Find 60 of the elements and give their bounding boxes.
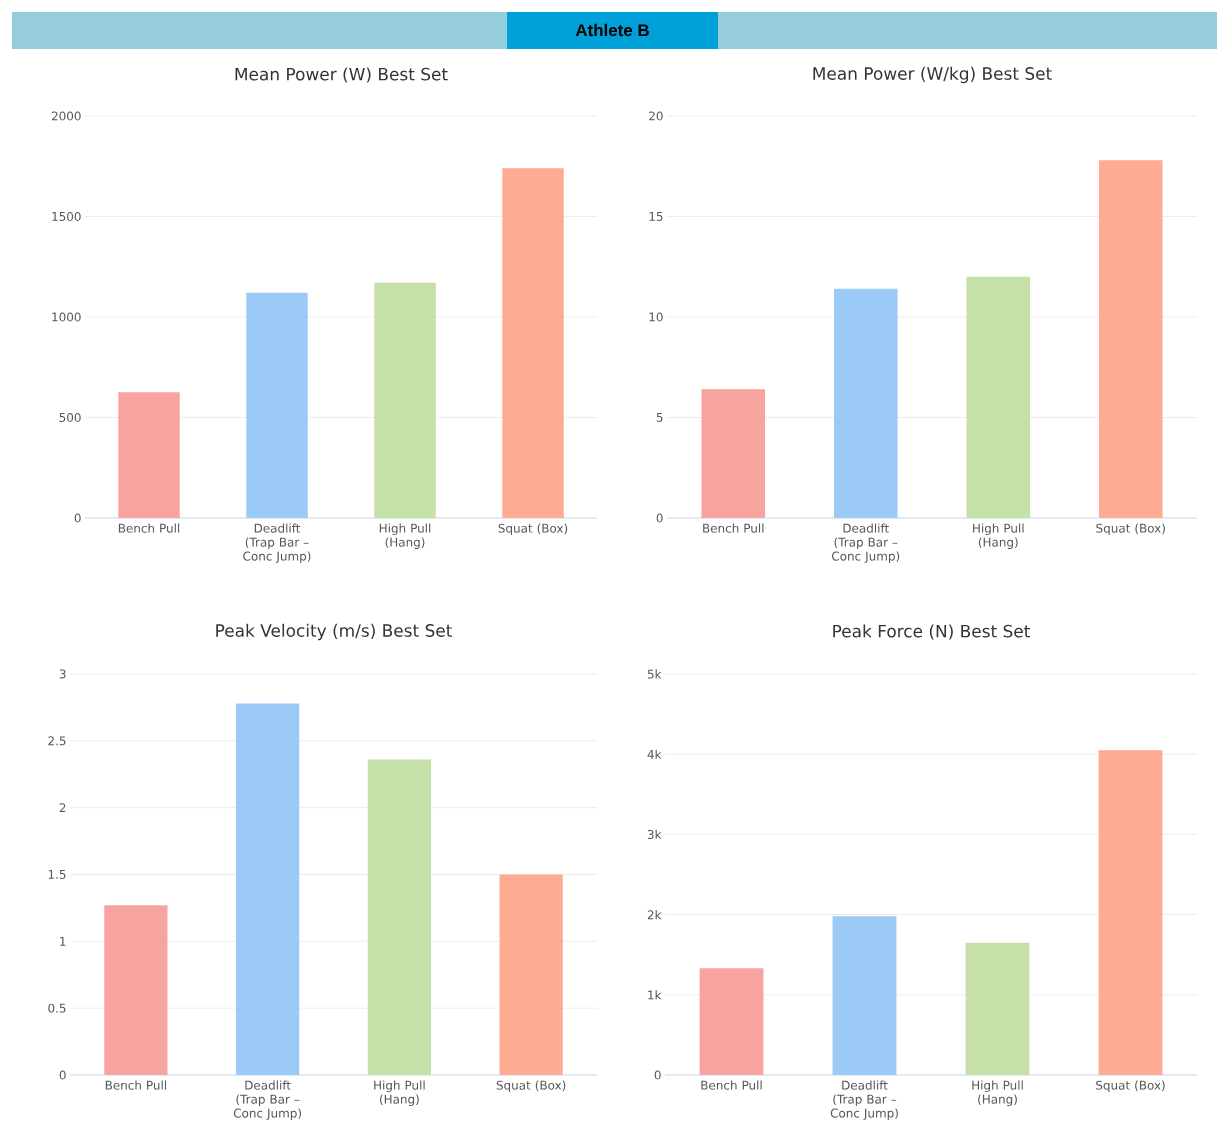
bar xyxy=(246,292,308,518)
bar xyxy=(833,288,898,518)
y-tick-label: 2k xyxy=(647,910,662,920)
y-tick-label: 2000 xyxy=(51,111,81,121)
y-tick-label: 0.5 xyxy=(48,1003,66,1013)
bar xyxy=(1098,160,1163,518)
x-tick-label: Squat (Box) xyxy=(1096,523,1165,536)
bar xyxy=(374,282,436,518)
y-tick-label: 2.5 xyxy=(48,736,66,746)
x-tick-label: Deadlift (Trap Bar – Conc Jump) xyxy=(832,523,900,563)
bar xyxy=(104,905,168,1075)
y-tick-label: 500 xyxy=(59,412,81,422)
y-tick-label: 3k xyxy=(647,829,662,840)
y-tick-label: 3 xyxy=(59,669,66,679)
y-tick-label: 5k xyxy=(647,669,662,679)
y-tick-label: 1.5 xyxy=(48,870,66,879)
chart-title: Peak Force (N) Best Set xyxy=(833,624,1030,640)
bar xyxy=(701,389,766,518)
y-tick-label: 5 xyxy=(656,413,663,422)
x-tick-label: Bench Pull xyxy=(118,523,180,533)
bar xyxy=(965,942,1030,1075)
y-tick-label: 1 xyxy=(60,936,66,946)
x-tick-label: Bench Pull xyxy=(105,1080,167,1090)
x-tick-label: Squat (Box) xyxy=(498,523,568,536)
y-tick-label: 0 xyxy=(74,513,81,523)
y-tick-label: 15 xyxy=(649,212,663,221)
x-tick-label: High Pull (Hang) xyxy=(374,1080,425,1107)
x-tick-label: Deadlift (Trap Bar – Conc Jump) xyxy=(233,1080,302,1120)
bar xyxy=(832,916,897,1075)
y-tick-label: 0 xyxy=(656,513,663,523)
x-tick-label: Bench Pull xyxy=(701,1080,762,1090)
text: Athlete B xyxy=(575,23,649,37)
bar xyxy=(1098,750,1163,1075)
x-tick-label: High Pull (Hang) xyxy=(972,1080,1023,1107)
bar xyxy=(236,703,300,1075)
bar xyxy=(367,759,432,1075)
y-tick-label: 4k xyxy=(647,749,662,759)
y-tick-label: 0 xyxy=(59,1070,66,1080)
bar xyxy=(118,392,180,518)
y-tick-label: 1500 xyxy=(52,211,81,221)
bar xyxy=(499,874,563,1075)
bar xyxy=(699,968,764,1075)
bar xyxy=(966,276,1031,518)
y-tick-label: 2 xyxy=(59,803,66,813)
y-tick-label: 1k xyxy=(648,990,662,1000)
y-tick-label: 10 xyxy=(649,312,663,322)
chart-title: Mean Power (W) Best Set xyxy=(235,67,448,83)
x-tick-label: Deadlift (Trap Bar – Conc Jump) xyxy=(830,1080,898,1120)
y-tick-label: 20 xyxy=(649,111,663,121)
x-tick-label: Squat (Box) xyxy=(496,1080,566,1093)
x-tick-label: High Pull (Hang) xyxy=(379,523,431,550)
x-tick-label: High Pull (Hang) xyxy=(973,523,1024,550)
y-tick-label: 1000 xyxy=(52,312,81,322)
x-tick-label: Deadlift (Trap Bar – Conc Jump) xyxy=(243,523,311,563)
x-tick-label: Squat (Box) xyxy=(1096,1080,1165,1093)
chart-title: Mean Power (W/kg) Best Set xyxy=(813,66,1052,84)
x-tick-label: Bench Pull xyxy=(703,523,764,533)
bar xyxy=(502,168,564,518)
y-tick-label: 0 xyxy=(654,1070,661,1080)
chart-title: Peak Velocity (m/s) Best Set xyxy=(216,623,452,641)
